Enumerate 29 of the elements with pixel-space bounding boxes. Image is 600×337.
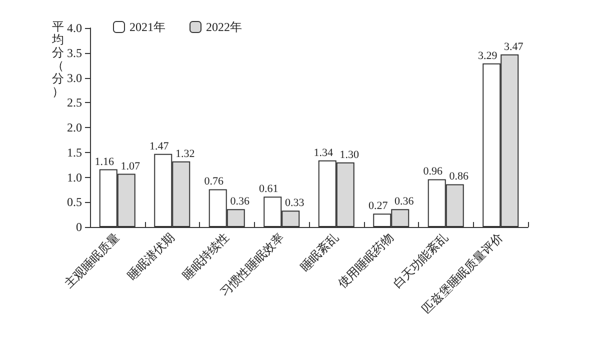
data-label: 3.47 <box>504 40 524 53</box>
y-tick-label: 3.5 <box>67 46 82 60</box>
y-axis-title: 平均分（分） <box>51 20 64 98</box>
y-tick-label: 2.5 <box>67 96 82 110</box>
data-label: 0.36 <box>230 196 250 208</box>
data-label: 1.16 <box>94 156 114 168</box>
y-tick-label: 1.5 <box>67 145 82 160</box>
data-label: 0.33 <box>285 197 305 210</box>
y-tick-label: 4.0 <box>67 21 82 35</box>
legend-label: 2021年 <box>130 20 166 34</box>
data-label: 1.47 <box>150 140 170 152</box>
y-tick-label: 0.5 <box>67 195 82 210</box>
data-label: 1.30 <box>340 148 360 161</box>
data-label: 0.27 <box>368 200 388 212</box>
data-label: 1.32 <box>176 148 195 160</box>
data-label: 0.96 <box>423 166 443 178</box>
data-label: 3.29 <box>478 50 498 62</box>
data-label: 1.34 <box>314 146 334 159</box>
y-tick-label: 3.0 <box>67 70 82 85</box>
data-label: 0.86 <box>449 170 469 183</box>
x-tick-label: 睡眠潜伏期 <box>124 230 178 282</box>
y-tick-label: 2.0 <box>67 120 82 134</box>
data-label: 0.36 <box>394 196 414 208</box>
data-label: 0.61 <box>259 183 278 196</box>
legend-label: 2022年 <box>206 20 242 34</box>
data-label: 0.76 <box>204 176 224 188</box>
x-tick-label: 睡眠紊乱 <box>297 230 342 274</box>
data-label: 1.07 <box>120 160 140 172</box>
y-tick-label: 1.0 <box>67 170 82 184</box>
